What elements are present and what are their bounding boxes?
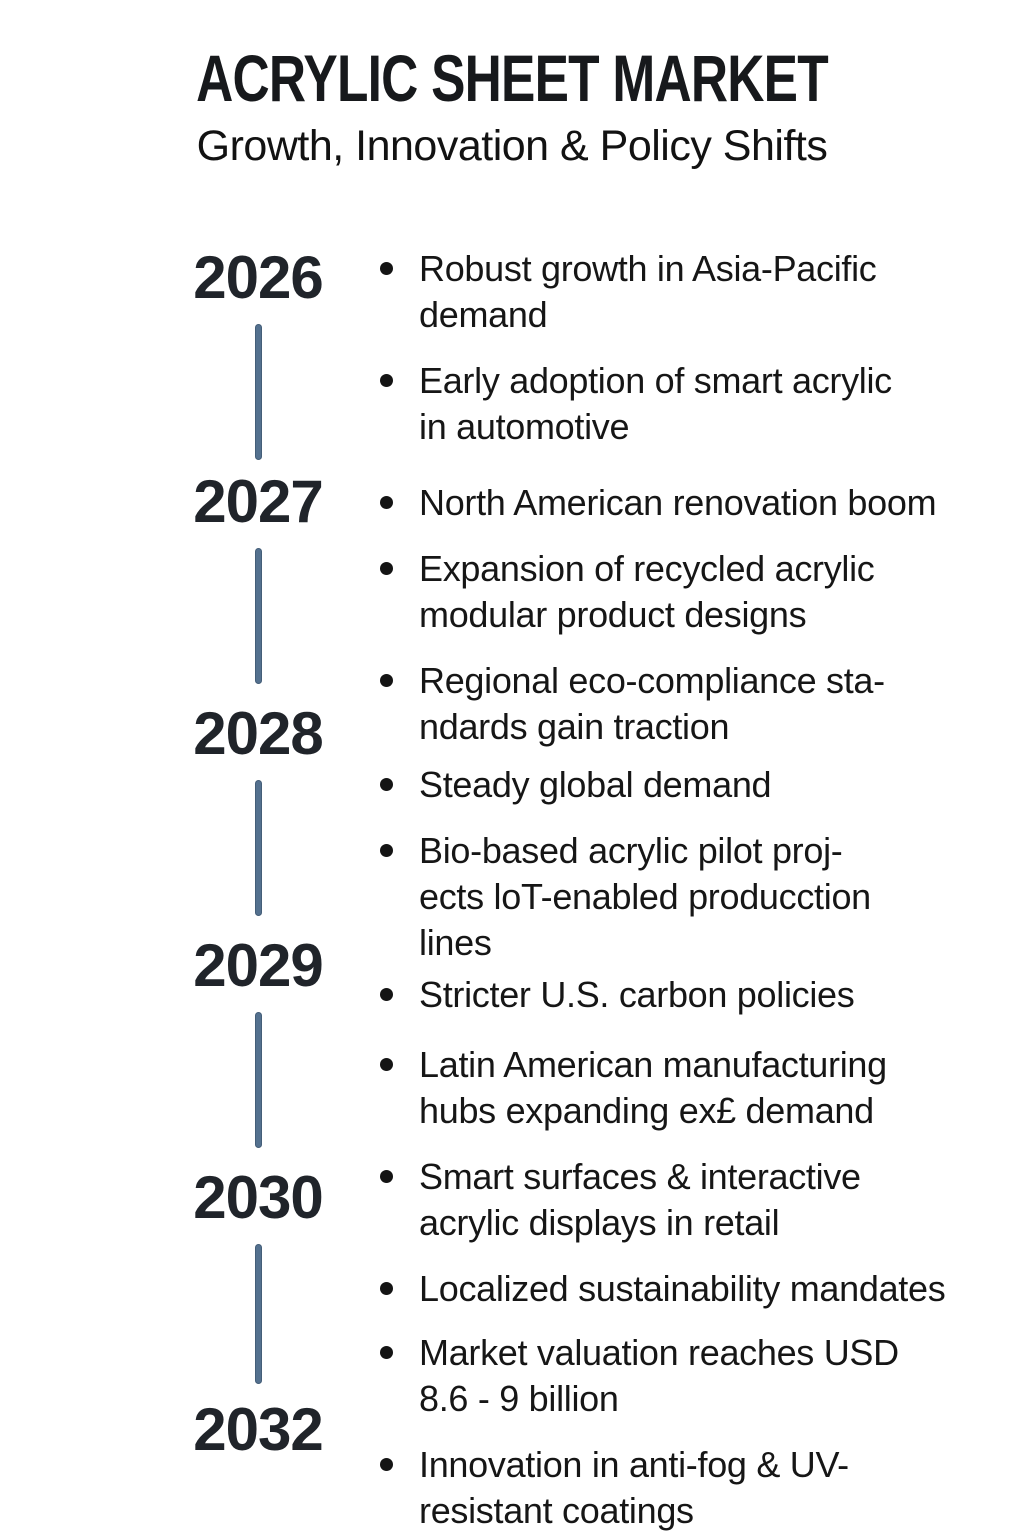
bullet-text: Market valuation reaches USD 8.6 - 9 bil… — [419, 1332, 899, 1419]
bullet-dot — [380, 1058, 393, 1071]
bullet-dot — [380, 262, 393, 275]
year-label-2030: 2030 — [193, 1164, 323, 1231]
list-item: Robust growth in Asia-Pacific demand — [372, 246, 1020, 338]
year-label-2026: 2026 — [193, 244, 323, 311]
timeline-segment — [255, 1012, 262, 1148]
bullet-text: Expansion of recycled acrylic modular pr… — [419, 548, 875, 635]
bullet-dot — [380, 496, 393, 509]
year-label-2027: 2027 — [193, 468, 323, 535]
bullet-dot — [380, 1346, 393, 1359]
bullet-text: Steady global demand — [419, 764, 772, 805]
bullet-group-2026: Robust growth in Asia-Pacific demand Ear… — [372, 246, 1020, 470]
page-title: ACRYLIC SHEET MARKET — [196, 41, 829, 115]
list-item: Market valuation reaches USD 8.6 - 9 bil… — [372, 1330, 1020, 1422]
bullet-text: Innovation in anti-fog & UV- resistant c… — [419, 1444, 849, 1531]
bullet-dot — [380, 1170, 393, 1183]
bullet-text: Regional eco-compliance sta- ndards gain… — [419, 660, 885, 747]
bullet-group-2032: Market valuation reaches USD 8.6 - 9 bil… — [372, 1330, 1020, 1536]
bullet-dot — [380, 562, 393, 575]
bullet-text: Robust growth in Asia-Pacific demand — [419, 248, 877, 335]
year-label-2029: 2029 — [193, 932, 323, 999]
bullet-group-2028: Steady global demand Bio-based acrylic p… — [372, 762, 1020, 986]
year-label-2028: 2028 — [193, 700, 323, 767]
timeline-segment — [255, 324, 262, 460]
bullet-text: Stricter U.S. carbon policies — [419, 974, 855, 1015]
bullet-group-2029: Stricter U.S. carbon policies — [372, 972, 1020, 1038]
list-item: Innovation in anti-fog & UV- resistant c… — [372, 1442, 1020, 1534]
list-item: Steady global demand — [372, 762, 1020, 808]
list-item: Early adoption of smart acrylic in autom… — [372, 358, 1020, 450]
year-label-2032: 2032 — [193, 1396, 323, 1463]
list-item: Localized sustainability mandates — [372, 1266, 1020, 1312]
bullet-text: Bio-based acrylic pilot proj- ects loT-e… — [419, 830, 871, 963]
list-item: Bio-based acrylic pilot proj- ects loT-e… — [372, 828, 1020, 966]
bullet-dot — [380, 778, 393, 791]
list-item: Stricter U.S. carbon policies — [372, 972, 1020, 1018]
list-item: North American renovation boom — [372, 480, 1020, 526]
bullet-dot — [380, 988, 393, 1001]
list-item: Smart surfaces & interactive acrylic dis… — [372, 1154, 1020, 1246]
list-item: Expansion of recycled acrylic modular pr… — [372, 546, 1020, 638]
bullet-dot — [380, 1282, 393, 1295]
bullet-text: Early adoption of smart acrylic in autom… — [419, 360, 892, 447]
bullet-group-2030: Latin American manufacturing hubs expand… — [372, 1042, 1020, 1332]
bullet-dot — [380, 674, 393, 687]
timeline-segment — [255, 780, 262, 916]
list-item: Regional eco-compliance sta- ndards gain… — [372, 658, 1020, 750]
bullet-text: North American renovation boom — [419, 482, 937, 523]
bullet-dot — [380, 844, 393, 857]
page-subtitle: Growth, Innovation & Policy Shifts — [196, 122, 828, 170]
timeline-segment — [255, 548, 262, 684]
bullet-text: Localized sustainability mandates — [419, 1268, 946, 1309]
bullet-dot — [380, 374, 393, 387]
bullet-dot — [380, 1458, 393, 1471]
bullet-text: Smart surfaces & interactive acrylic dis… — [419, 1156, 861, 1243]
list-item: Latin American manufacturing hubs expand… — [372, 1042, 1020, 1134]
timeline-segment — [255, 1244, 262, 1384]
bullet-text: Latin American manufacturing hubs expand… — [419, 1044, 887, 1131]
bullet-group-2027: North American renovation boom Expansion… — [372, 480, 1020, 770]
